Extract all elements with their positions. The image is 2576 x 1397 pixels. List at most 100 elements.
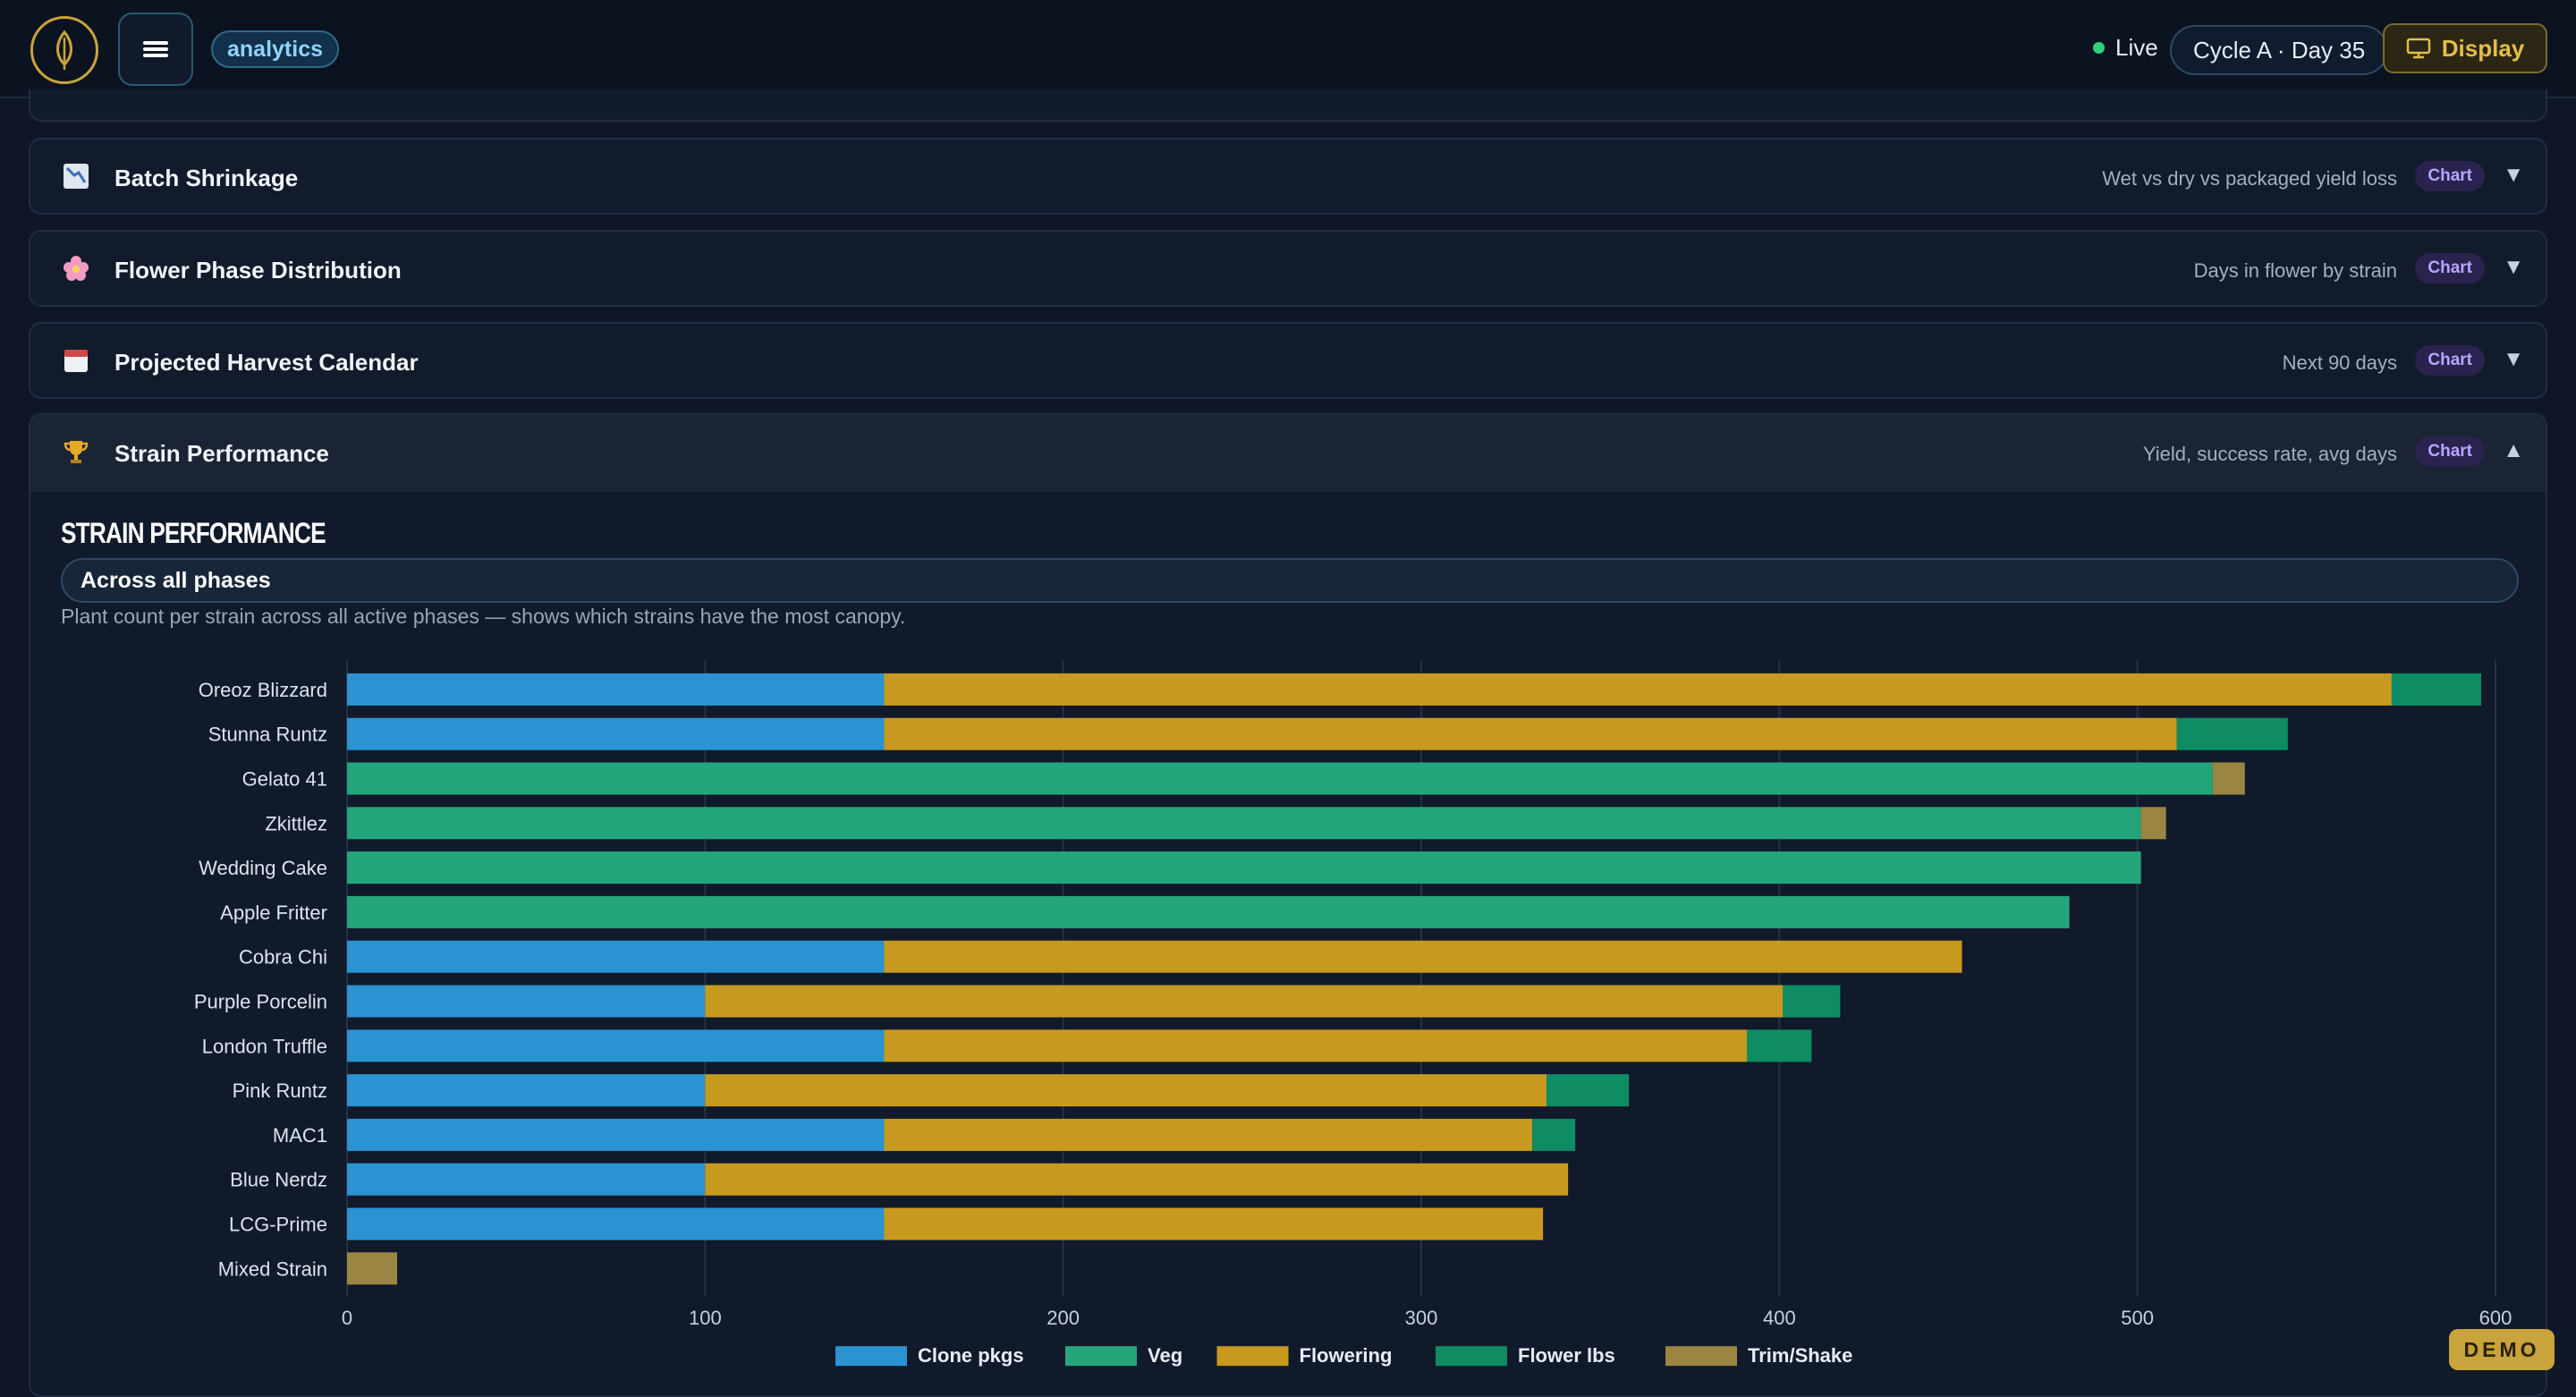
bar-segment	[884, 1118, 1533, 1151]
category-label: Wedding Cake	[199, 857, 327, 879]
x-tick-label: 600	[2479, 1307, 2512, 1329]
previous-card-edge	[29, 89, 2547, 122]
category-label: Purple Porcelin	[194, 991, 327, 1013]
card-title: Strain Performance	[114, 440, 329, 467]
card-title: Projected Harvest Calendar	[114, 349, 419, 376]
live-label: Live	[2115, 34, 2158, 61]
card-flower-phase-distribution[interactable]: Flower Phase Distribution Days in flower…	[29, 230, 2547, 307]
bar-segment	[2212, 762, 2245, 795]
legend-label: Flowering	[1300, 1344, 1393, 1367]
bar-segment	[1532, 1118, 1576, 1151]
flower-icon	[61, 253, 91, 284]
bar-segment	[347, 1163, 706, 1196]
category-label: Mixed Strain	[218, 1257, 327, 1280]
chart-down-icon	[61, 161, 91, 191]
chevron-up-icon[interactable]: ▲	[2503, 438, 2524, 462]
page-tag: analytics	[211, 30, 340, 68]
leaf-logo-icon	[56, 30, 72, 70]
x-tick-label: 0	[342, 1307, 352, 1329]
chevron-down-icon[interactable]: ▼	[2503, 163, 2524, 187]
legend-swatch	[1065, 1346, 1137, 1367]
category-label: Gelato 41	[242, 768, 327, 791]
display-button[interactable]: Display	[2383, 23, 2547, 73]
trophy-icon	[61, 436, 91, 467]
card-strain-performance: Strain Performance Yield, success rate, …	[29, 413, 2547, 1397]
bar-segment	[884, 940, 1962, 973]
bar-segment	[347, 895, 2070, 928]
legend-label: Flower lbs	[1518, 1344, 1615, 1367]
category-label: Blue Nerdz	[230, 1169, 327, 1191]
bar-segment	[347, 1074, 706, 1107]
legend-swatch	[835, 1346, 907, 1367]
chevron-down-icon[interactable]: ▼	[2503, 347, 2524, 371]
legend-swatch	[1436, 1346, 1507, 1367]
bar-segment	[347, 1029, 885, 1063]
monitor-icon	[2406, 38, 2430, 59]
category-label: Stunna Runtz	[208, 724, 327, 746]
chevron-down-icon[interactable]: ▼	[2503, 255, 2524, 279]
bar-segment	[705, 985, 1784, 1018]
category-label: Oreoz Blizzard	[199, 679, 327, 701]
legend-swatch	[1665, 1346, 1737, 1367]
bar-segment	[347, 1207, 885, 1240]
hamburger-icon	[143, 38, 168, 60]
card-description: Next 90 days	[2282, 351, 2397, 374]
category-label: LCG-Prime	[229, 1214, 327, 1236]
legend-label: Trim/Shake	[1748, 1344, 1852, 1367]
panel-header[interactable]: Strain Performance Yield, success rate, …	[30, 415, 2546, 492]
cycle-selector[interactable]: Cycle A · Day 35	[2170, 25, 2389, 75]
x-tick-label: 300	[1405, 1307, 1438, 1329]
category-label: Apple Fritter	[220, 902, 327, 924]
chart-badge: Chart	[2415, 161, 2485, 191]
bar-segment	[2176, 717, 2288, 750]
bar-segment	[347, 940, 885, 973]
bar-segment	[347, 762, 2213, 795]
legend-label: Veg	[1148, 1344, 1182, 1367]
bar-segment	[347, 985, 706, 1018]
app-logo[interactable]	[30, 16, 98, 84]
bar-segment	[347, 1252, 398, 1285]
menu-button[interactable]	[118, 13, 193, 86]
bar-segment	[347, 851, 2141, 885]
chart-subtitle: Plant count per strain across all active…	[61, 605, 906, 628]
chart-badge: Chart	[2415, 253, 2485, 284]
card-description: Wet vs dry vs packaged yield loss	[2102, 167, 2397, 190]
legend-label: Clone pkgs	[918, 1344, 1024, 1367]
chart-badge: Chart	[2415, 345, 2485, 376]
bar-segment	[1747, 1029, 1812, 1063]
card-batch-shrinkage[interactable]: Batch Shrinkage Wet vs dry vs packaged y…	[29, 138, 2547, 215]
strain-performance-chart: 0 100 200 300 400 500 600 Oreoz Blizzard Stunna …	[194, 660, 2512, 1367]
live-dot-icon	[2093, 42, 2105, 54]
section-title: Strain Performance	[61, 517, 326, 549]
category-label: Cobra Chi	[239, 946, 327, 969]
bar-segment	[347, 717, 885, 750]
top-bar: analytics Live Cycle A · Day 35 Display	[0, 0, 2576, 98]
bar-segment	[884, 1029, 1748, 1063]
legend-swatch	[1216, 1346, 1289, 1367]
card-projected-harvest-calendar[interactable]: Projected Harvest Calendar Next 90 days …	[29, 322, 2547, 399]
x-tick-label: 100	[689, 1307, 722, 1329]
bar-segment	[884, 717, 2177, 750]
card-title: Batch Shrinkage	[114, 165, 299, 191]
scope-pill[interactable]: Across all phases	[61, 558, 2519, 603]
category-label: Pink Runtz	[233, 1080, 327, 1102]
bar-segment	[1546, 1074, 1630, 1107]
display-label: Display	[2441, 34, 2525, 62]
chart-badge: Chart	[2415, 436, 2485, 467]
bar-segment	[2391, 673, 2481, 706]
x-tick-label: 200	[1046, 1307, 1080, 1329]
bar-segment	[1783, 985, 1841, 1018]
x-tick-label: 400	[1763, 1307, 1796, 1329]
category-label: MAC1	[273, 1124, 327, 1147]
x-tick-label: 500	[2121, 1307, 2154, 1329]
bar-segment	[347, 1118, 885, 1151]
card-description: Days in flower by strain	[2193, 259, 2397, 282]
card-description: Yield, success rate, avg days	[2142, 443, 2397, 465]
live-indicator: Live	[2093, 34, 2158, 62]
category-label: Zkittlez	[265, 812, 327, 834]
category-label: London Truffle	[202, 1035, 327, 1057]
bar-segment	[884, 1207, 1544, 1240]
bar-segment	[347, 673, 885, 706]
bar-segment	[2140, 807, 2166, 840]
bar-segment	[884, 673, 2392, 706]
